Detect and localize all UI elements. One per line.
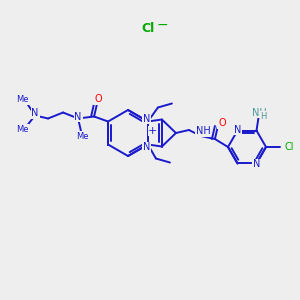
Text: Cl: Cl <box>141 22 154 34</box>
Text: NH: NH <box>252 107 267 118</box>
Text: NH: NH <box>196 126 210 136</box>
Text: Me: Me <box>76 132 88 141</box>
Text: N: N <box>74 112 82 122</box>
Text: N: N <box>32 109 39 118</box>
Text: Me: Me <box>16 125 28 134</box>
Text: N: N <box>143 142 151 152</box>
Text: O: O <box>94 94 102 104</box>
Text: Cl: Cl <box>284 142 294 152</box>
Text: +: + <box>148 126 158 136</box>
Text: H: H <box>260 112 267 121</box>
Text: Me: Me <box>16 95 28 104</box>
Text: O: O <box>218 118 226 128</box>
Text: −: − <box>156 18 168 32</box>
Text: N: N <box>234 124 241 134</box>
Text: N: N <box>253 160 260 170</box>
Text: N: N <box>143 113 151 124</box>
